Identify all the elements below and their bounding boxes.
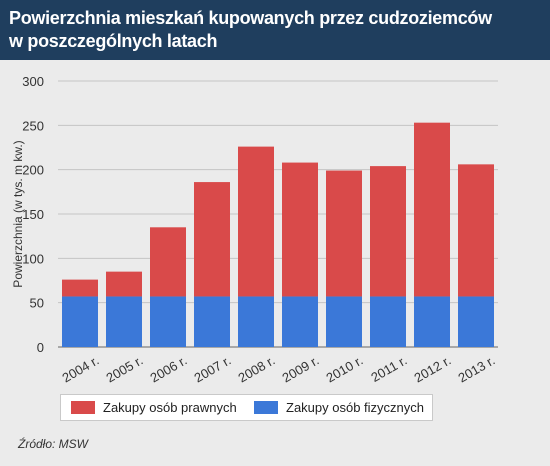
bar-fizycznych (62, 296, 98, 347)
bars (62, 122, 494, 347)
y-tick-label: 0 (37, 340, 44, 355)
x-tick-label: 2006 r. (148, 353, 190, 386)
bar-prawnych (150, 227, 186, 297)
bar-prawnych (106, 271, 142, 297)
bar-fizycznych (106, 296, 142, 347)
x-tick-label: 2013 r. (456, 353, 498, 386)
y-tick-label: 200 (22, 163, 44, 178)
source-note: Źródło: MSW (18, 437, 89, 451)
y-tick-label: 50 (30, 296, 44, 311)
x-tick-label: 2012 r. (412, 353, 454, 386)
x-tick-label: 2009 r. (280, 353, 322, 386)
legend-label-fizycznych: Zakupy osób fizycznych (286, 400, 425, 415)
y-tick-label: 100 (22, 251, 44, 266)
y-axis-ticks: 0 50 100 150 200 250 300 (22, 74, 44, 355)
bar-fizycznych (238, 296, 274, 347)
bar-prawnych (194, 182, 230, 297)
bar-fizycznych (370, 296, 406, 347)
bar-prawnych (414, 122, 450, 297)
chart-legend: Zakupy osób prawnych Zakupy osób fizyczn… (60, 394, 433, 421)
chart-title-line-1: Powierzchnia mieszkań kupowanych przez c… (9, 8, 492, 28)
bar-fizycznych (282, 296, 318, 347)
bar-fizycznych (150, 296, 186, 347)
bar-prawnych (326, 170, 362, 297)
y-tick-label: 300 (22, 74, 44, 89)
x-tick-label: 2011 r. (368, 353, 409, 385)
bar-prawnych (282, 162, 318, 297)
bar-fizycznych (326, 296, 362, 347)
y-axis-label: Powierzchnia (w tys. m kw.) (11, 140, 25, 287)
legend-label-prawnych: Zakupy osób prawnych (103, 400, 237, 415)
legend-swatch-fizycznych (254, 401, 278, 414)
bar-fizycznych (414, 296, 450, 347)
y-tick-label: 250 (22, 118, 44, 133)
x-tick-label: 2008 r. (236, 353, 278, 386)
y-tick-label: 150 (22, 207, 44, 222)
bar-prawnych (370, 166, 406, 297)
bar-prawnych (238, 146, 274, 297)
bar-fizycznych (194, 296, 230, 347)
stacked-bar-chart: 0 50 100 150 200 250 300 2004 r. 2005 r. 2006 r.… (11, 74, 498, 386)
x-tick-label: 2007 r. (192, 353, 234, 386)
x-tick-label: 2005 r. (104, 353, 146, 386)
x-tick-label: 2004 r. (60, 353, 102, 386)
x-tick-label: 2010 r. (324, 353, 366, 386)
bar-prawnych (458, 164, 494, 297)
chart-title-line-2: w poszczególnych latach (9, 31, 218, 51)
bar-fizycznych (458, 296, 494, 347)
x-axis-ticks: 2004 r. 2005 r. 2006 r. 2007 r. 2008 r. 2009 … (60, 353, 498, 386)
chart-header: Powierzchnia mieszkań kupowanych przez c… (0, 0, 550, 60)
legend-swatch-prawnych (71, 401, 95, 414)
bar-prawnych (62, 279, 98, 297)
